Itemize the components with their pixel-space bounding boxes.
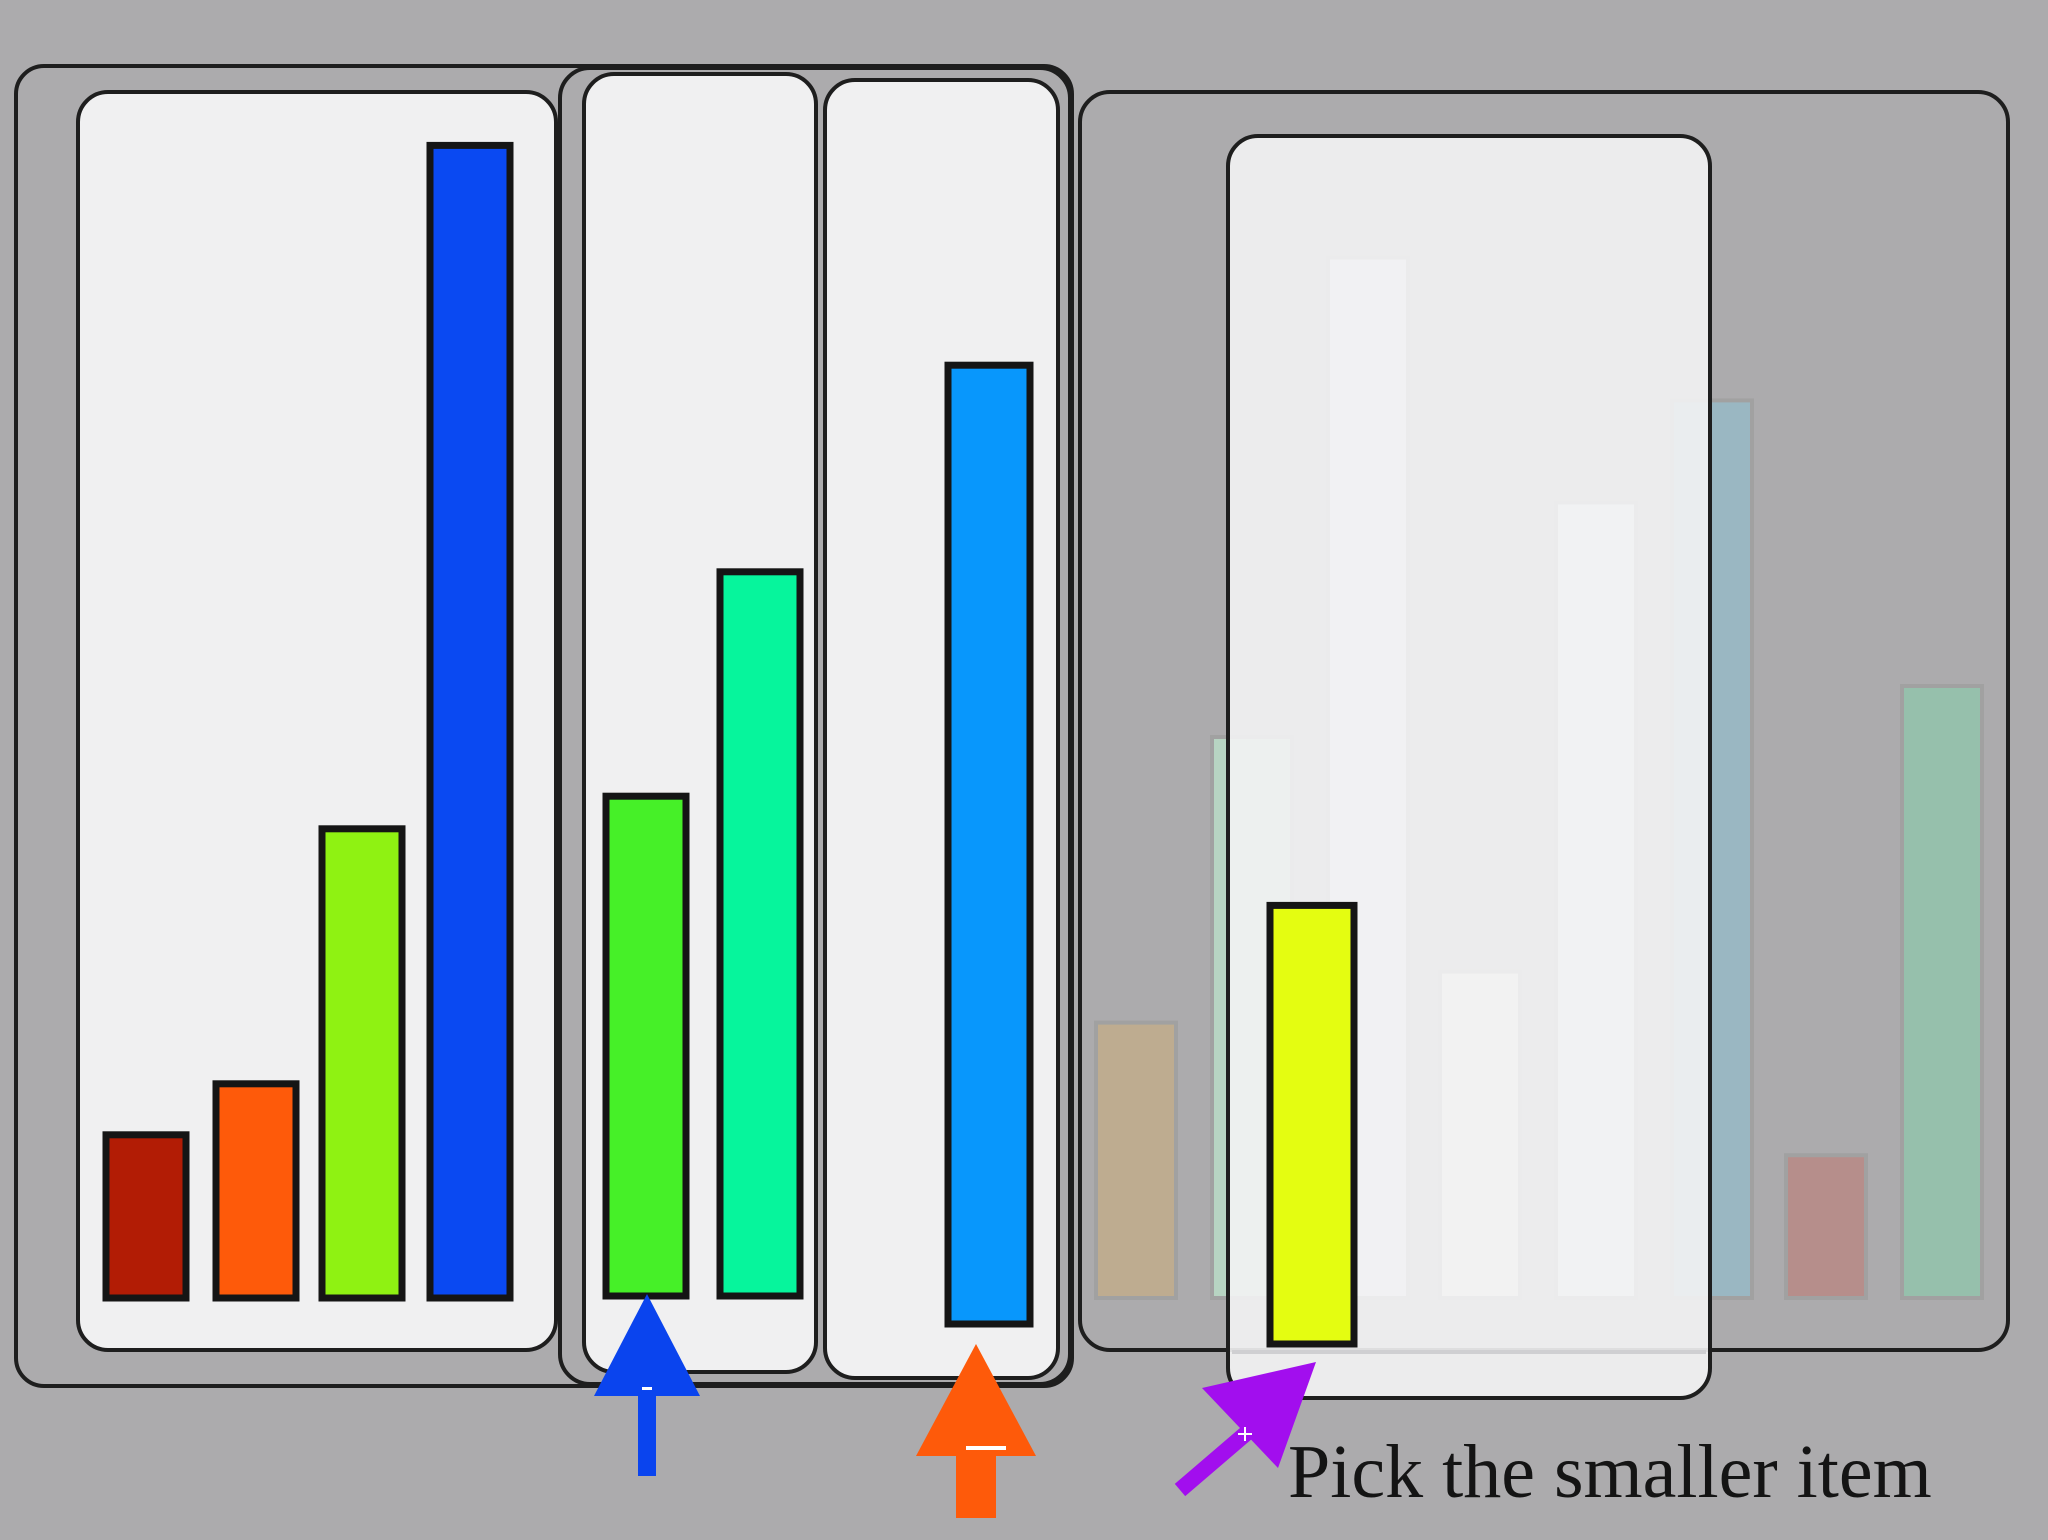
reference-bars bbox=[102, 141, 514, 1302]
choice-bar-yellow bbox=[1266, 901, 1358, 1348]
faded-bar-faded-sea-green bbox=[1900, 684, 1984, 1300]
blue-up-arrow-icon bbox=[594, 1294, 700, 1476]
option-a-bar-green bbox=[602, 792, 690, 1300]
faded-bar-faded-tan bbox=[1094, 1020, 1178, 1300]
reference-bar-dark-red bbox=[102, 1131, 190, 1302]
instruction-text: Pick the smaller item bbox=[1288, 1430, 1932, 1514]
reference-bar-orange bbox=[212, 1080, 300, 1302]
option-b-bars bbox=[944, 361, 1034, 1328]
option-b-bar-sky-blue bbox=[944, 361, 1034, 1328]
orange-up-arrow-icon bbox=[916, 1344, 1036, 1518]
reference-bar-yellow-green bbox=[318, 825, 406, 1302]
purple-pointer-arrow-icon bbox=[1174, 1362, 1316, 1497]
reference-bar-blue bbox=[426, 141, 514, 1302]
option-a-bars bbox=[602, 568, 804, 1300]
faded-bar-faded-rose bbox=[1784, 1153, 1868, 1300]
choice-bars bbox=[1266, 901, 1358, 1348]
options-frame bbox=[558, 66, 1072, 1386]
option-a-bar-teal-green bbox=[716, 568, 804, 1300]
